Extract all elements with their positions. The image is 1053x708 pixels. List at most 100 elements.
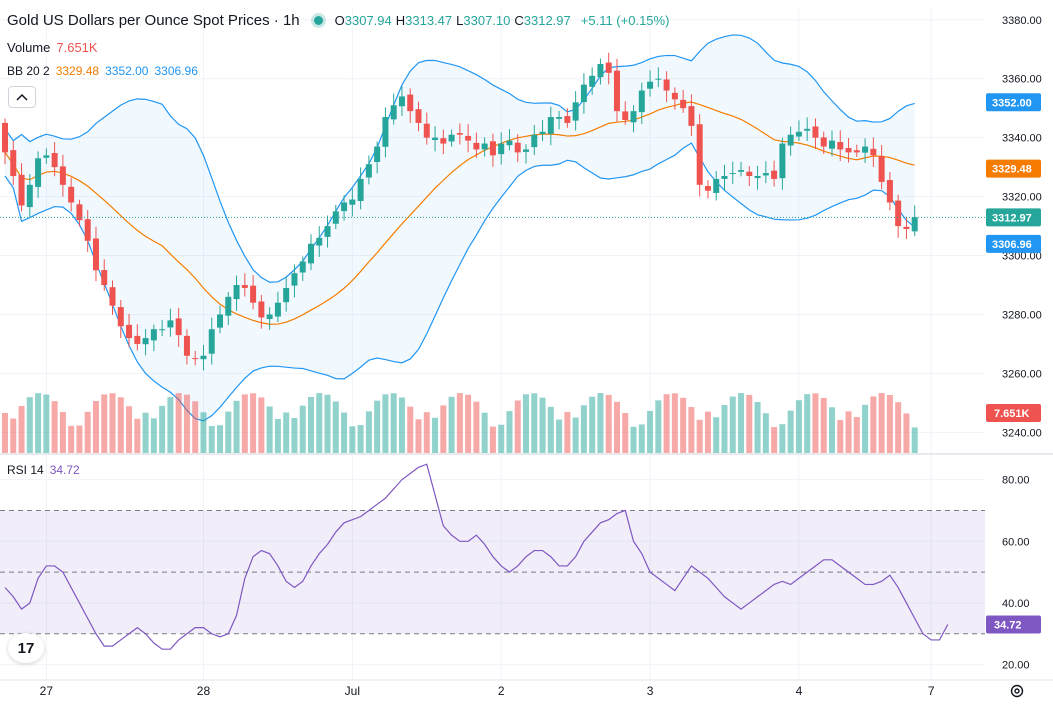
- volume-bar: [506, 411, 513, 453]
- rsi-tick-label: 40.00: [1002, 598, 1030, 610]
- volume-bar: [258, 397, 265, 453]
- volume-bar: [92, 400, 99, 453]
- candle-body: [696, 124, 703, 185]
- price-tick-label: 3340.00: [1002, 133, 1042, 145]
- candle-body: [481, 143, 488, 150]
- volume-bar: [539, 397, 546, 453]
- bb-upper-value: 3352.00: [105, 64, 149, 78]
- candle-body: [622, 111, 629, 120]
- candle-body: [721, 175, 728, 179]
- candle-body: [217, 314, 224, 328]
- time-tick-label: 2: [498, 684, 505, 698]
- volume-bar: [183, 394, 190, 453]
- candle-body: [192, 358, 199, 360]
- candle-body: [903, 226, 910, 230]
- candle-body: [159, 329, 166, 331]
- volume-bar: [853, 417, 860, 453]
- candle-body: [448, 134, 455, 142]
- volume-bar: [274, 419, 281, 453]
- volume-bar: [423, 412, 430, 453]
- volume-label: Volume: [7, 40, 51, 55]
- volume-bar: [407, 406, 414, 453]
- volume-bar: [688, 407, 695, 453]
- candle-body: [258, 301, 265, 318]
- candle-body: [655, 78, 662, 80]
- candle-body: [829, 140, 835, 149]
- candle-body: [613, 70, 620, 112]
- volume-bar: [754, 401, 761, 453]
- candle-body: [473, 142, 480, 150]
- volume-bar: [903, 413, 910, 453]
- volume-bar: [43, 394, 50, 453]
- volume-bar: [895, 402, 902, 453]
- volume-bar: [225, 411, 232, 453]
- candle-body: [465, 135, 472, 141]
- candle-body: [506, 140, 513, 146]
- volume-bar: [59, 412, 66, 453]
- volume-bar: [398, 397, 405, 453]
- candle-body: [423, 123, 430, 138]
- tradingview-logo[interactable]: 17: [8, 633, 44, 663]
- bb-basis-value: 3329.48: [55, 64, 100, 78]
- volume-bar: [597, 393, 604, 453]
- bb-legend[interactable]: BB 20 2 3329.48 3352.00 3306.96: [7, 64, 198, 78]
- volume-bar: [299, 405, 306, 453]
- volume-bar: [167, 397, 174, 453]
- candle-body: [349, 199, 356, 205]
- collapse-legend-button[interactable]: [8, 86, 36, 108]
- volume-bar: [208, 426, 215, 453]
- volume-bar: [283, 412, 290, 453]
- volume-bar: [729, 396, 736, 453]
- volume-bar: [241, 394, 248, 453]
- volume-bar: [374, 400, 381, 453]
- rsi-legend[interactable]: RSI 14 34.72: [7, 463, 80, 477]
- volume-bar: [580, 405, 587, 453]
- volume-bar: [10, 418, 17, 453]
- volume-bar: [26, 397, 33, 453]
- candle-body: [324, 226, 331, 237]
- volume-bar: [233, 400, 240, 453]
- symbol-title[interactable]: Gold US Dollars per Ounce Spot Prices · …: [7, 12, 300, 29]
- volume-bar: [870, 396, 877, 453]
- candle-body: [76, 204, 83, 221]
- candle-body: [390, 105, 397, 120]
- candle-body: [241, 285, 248, 288]
- rsi-line: [4, 463, 949, 650]
- volume-bar: [845, 411, 852, 453]
- candle-body: [332, 211, 339, 224]
- candle-body: [374, 146, 381, 163]
- volume-bar: [680, 397, 687, 453]
- volume-bar: [332, 401, 339, 453]
- candle-body: [762, 173, 769, 176]
- volume-bar: [109, 393, 116, 453]
- candle-body: [671, 92, 678, 100]
- volume-bar: [18, 406, 25, 453]
- volume-bar: [795, 400, 802, 453]
- candle-body: [862, 146, 869, 153]
- volume-bar: [655, 400, 662, 453]
- volume-bar: [713, 417, 720, 453]
- candle-body: [771, 170, 778, 179]
- volume-bar: [498, 424, 505, 453]
- volume-bar: [878, 393, 885, 453]
- volume-bar: [837, 420, 844, 453]
- bb-lower-line: [4, 142, 916, 422]
- volume-bar: [35, 393, 42, 453]
- candle-body: [382, 117, 389, 147]
- rsi-label: RSI 14: [7, 463, 44, 477]
- volume-bar: [192, 401, 199, 453]
- candle-body: [250, 285, 257, 303]
- volume-bar: [812, 393, 819, 453]
- volume-bar: [820, 397, 827, 453]
- candle-body: [804, 128, 811, 131]
- candle-body: [398, 96, 405, 107]
- candle-body: [274, 302, 281, 317]
- bb-basis-label: 3329.48: [992, 164, 1032, 176]
- volume-bar: [787, 410, 794, 453]
- volume-bar: [829, 407, 835, 453]
- candle-body: [878, 156, 885, 182]
- settings-button[interactable]: [1008, 682, 1026, 700]
- volume-legend[interactable]: Volume 7.651K: [7, 40, 98, 55]
